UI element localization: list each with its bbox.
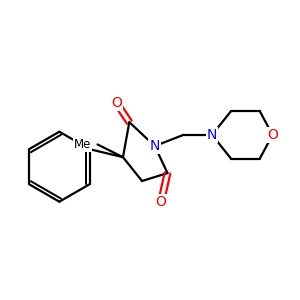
Text: O: O: [111, 96, 122, 110]
Text: O: O: [156, 195, 167, 209]
Text: N: N: [207, 128, 217, 142]
Text: O: O: [267, 128, 278, 142]
Text: N: N: [150, 139, 160, 153]
Text: Me: Me: [74, 138, 91, 151]
